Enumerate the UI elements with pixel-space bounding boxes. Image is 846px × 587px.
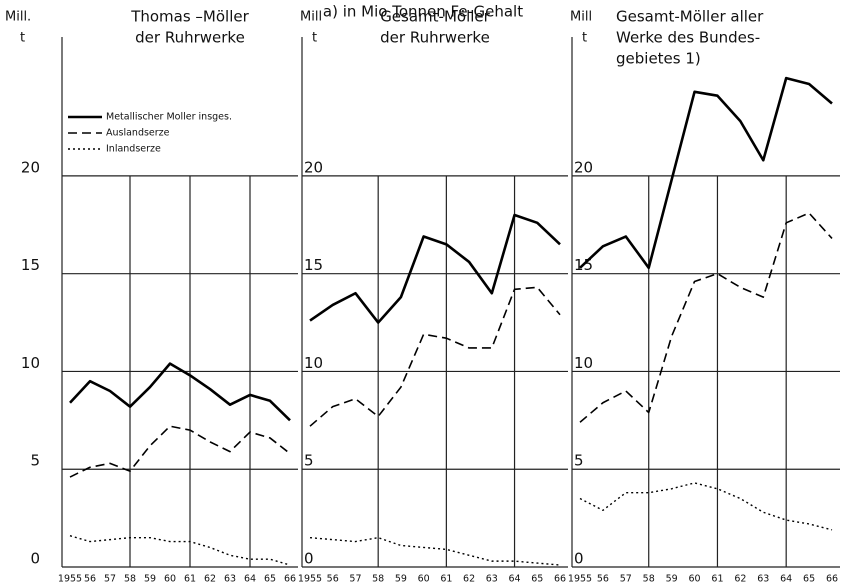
x-tick-label: 65 (264, 574, 276, 585)
x-tick-label: 61 (711, 574, 723, 585)
panel-title: der Ruhrwerke (135, 29, 245, 47)
x-tick-label: 62 (463, 574, 475, 585)
y-tick-label: 5 (30, 452, 40, 470)
x-tick-label: 60 (164, 574, 176, 585)
panel-title: Werke des Bundes- (616, 29, 760, 47)
panel-title: Gesamt-Möller (380, 8, 490, 26)
series-line (69, 425, 291, 478)
y-tick-label: 10 (304, 354, 323, 372)
x-tick-label: 65 (803, 574, 815, 585)
y-axis-label: Mill. (5, 10, 31, 25)
y-tick-label: 15 (21, 256, 40, 274)
x-tick-label: 58 (643, 574, 655, 585)
legend-label: Auslandserze (106, 128, 170, 139)
y-axis-label: t (582, 31, 587, 46)
x-tick-label: 63 (224, 574, 236, 585)
series-line (579, 76, 833, 270)
x-tick-label: 60 (688, 574, 700, 585)
x-tick-label: 57 (620, 574, 632, 585)
y-tick-label: 5 (304, 452, 314, 470)
y-tick-label: 10 (21, 354, 40, 372)
x-tick-label: 60 (418, 574, 430, 585)
x-tick-label: 57 (349, 574, 361, 585)
x-tick-label: 59 (144, 574, 156, 585)
series-line (69, 362, 291, 422)
x-tick-label: 56 (84, 574, 96, 585)
panel-title: gebietes 1) (616, 50, 701, 68)
x-tick-label: 1955 (298, 574, 322, 585)
legend-label: Inlandserze (106, 144, 161, 155)
x-tick-label: 63 (757, 574, 769, 585)
x-tick-label: 57 (104, 574, 116, 585)
y-tick-label: 20 (574, 158, 593, 176)
x-tick-label: 61 (184, 574, 196, 585)
x-tick-label: 61 (440, 574, 452, 585)
series-line (69, 535, 291, 566)
x-tick-label: 58 (372, 574, 384, 585)
x-tick-label: 1955 (58, 574, 82, 585)
y-tick-label: 0 (574, 550, 584, 568)
y-axis-label: Mill (300, 10, 322, 25)
legend-label: Metallischer Moller insges. (106, 112, 232, 123)
series-line (309, 536, 561, 566)
x-tick-label: 64 (244, 574, 256, 585)
x-tick-label: 59 (395, 574, 407, 585)
y-tick-label: 15 (304, 256, 323, 274)
panel-title: der Ruhrwerke (380, 29, 490, 47)
x-tick-label: 64 (780, 574, 792, 585)
x-tick-label: 56 (327, 574, 339, 585)
x-tick-label: 1955 (568, 574, 592, 585)
series-line (579, 482, 833, 531)
x-tick-label: 66 (554, 574, 566, 585)
y-axis-label: t (20, 31, 25, 46)
x-tick-label: 62 (204, 574, 216, 585)
panel-title: Gesamt-Möller aller (616, 8, 764, 26)
y-axis-label: t (312, 31, 317, 46)
x-tick-label: 63 (486, 574, 498, 585)
x-tick-label: 58 (124, 574, 136, 585)
x-tick-label: 64 (508, 574, 520, 585)
series-line (309, 213, 561, 324)
panel-title: Thomas –Möller (130, 8, 249, 26)
x-tick-label: 66 (826, 574, 838, 585)
y-axis-label: Mill (570, 10, 592, 25)
y-tick-label: 0 (304, 550, 314, 568)
page-title: a) in Mio Tonnen Fe-Gehalt (323, 3, 523, 21)
series-line (579, 212, 833, 423)
x-tick-label: 66 (284, 574, 296, 585)
x-tick-label: 59 (666, 574, 678, 585)
x-tick-label: 62 (734, 574, 746, 585)
x-tick-label: 65 (531, 574, 543, 585)
y-tick-label: 20 (21, 158, 40, 176)
y-tick-label: 0 (30, 550, 40, 568)
y-tick-label: 10 (574, 354, 593, 372)
x-tick-label: 56 (597, 574, 609, 585)
y-tick-label: 20 (304, 158, 323, 176)
series-line (309, 286, 561, 427)
y-tick-label: 5 (574, 452, 584, 470)
